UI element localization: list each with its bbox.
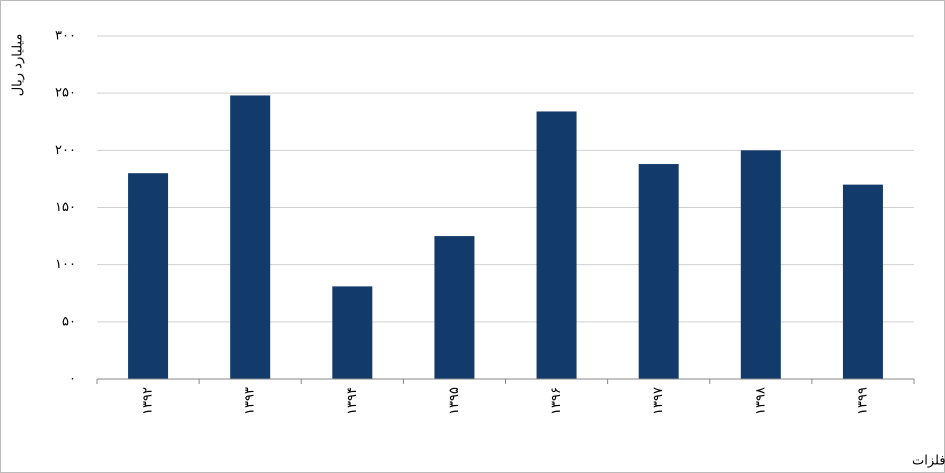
y-tick-label: ۲۰۰ [55,143,76,158]
y-tick-label: ۲۵۰ [55,86,76,101]
bar [536,111,577,380]
y-tick-label: ۳۰۰ [55,29,76,44]
x-tick-label: ۱۳۹۵ [447,387,462,415]
x-tick-label: ۱۳۹۸ [753,387,768,415]
x-tick-label: ۱۳۹۶ [549,387,564,415]
x-tick-label: ۱۳۹۹ [855,387,870,415]
bar [332,286,373,379]
y-axis-label: میلیارد ریال [11,34,26,97]
y-tick-label: ۱۰۰ [55,257,76,272]
bar [128,173,169,379]
x-tick-label: ۱۳۹۴ [345,387,360,415]
bar [638,164,679,379]
bar [842,184,883,379]
bar [230,95,271,379]
x-tick-label: ۱۳۹۳ [243,387,258,415]
x-tick-label: ۱۳۹۷ [651,387,666,415]
y-tick-label: ۵۰ [62,314,76,329]
x-tick-label: ۱۳۹۲ [141,387,156,415]
source: منبع: وزارت میراث فرهنگی، گردشگری و صنای… [912,453,945,469]
y-tick-label: ۰ [69,372,76,387]
bar [740,150,781,379]
bar [434,236,475,379]
y-tick-label: ۱۵۰ [55,200,76,215]
